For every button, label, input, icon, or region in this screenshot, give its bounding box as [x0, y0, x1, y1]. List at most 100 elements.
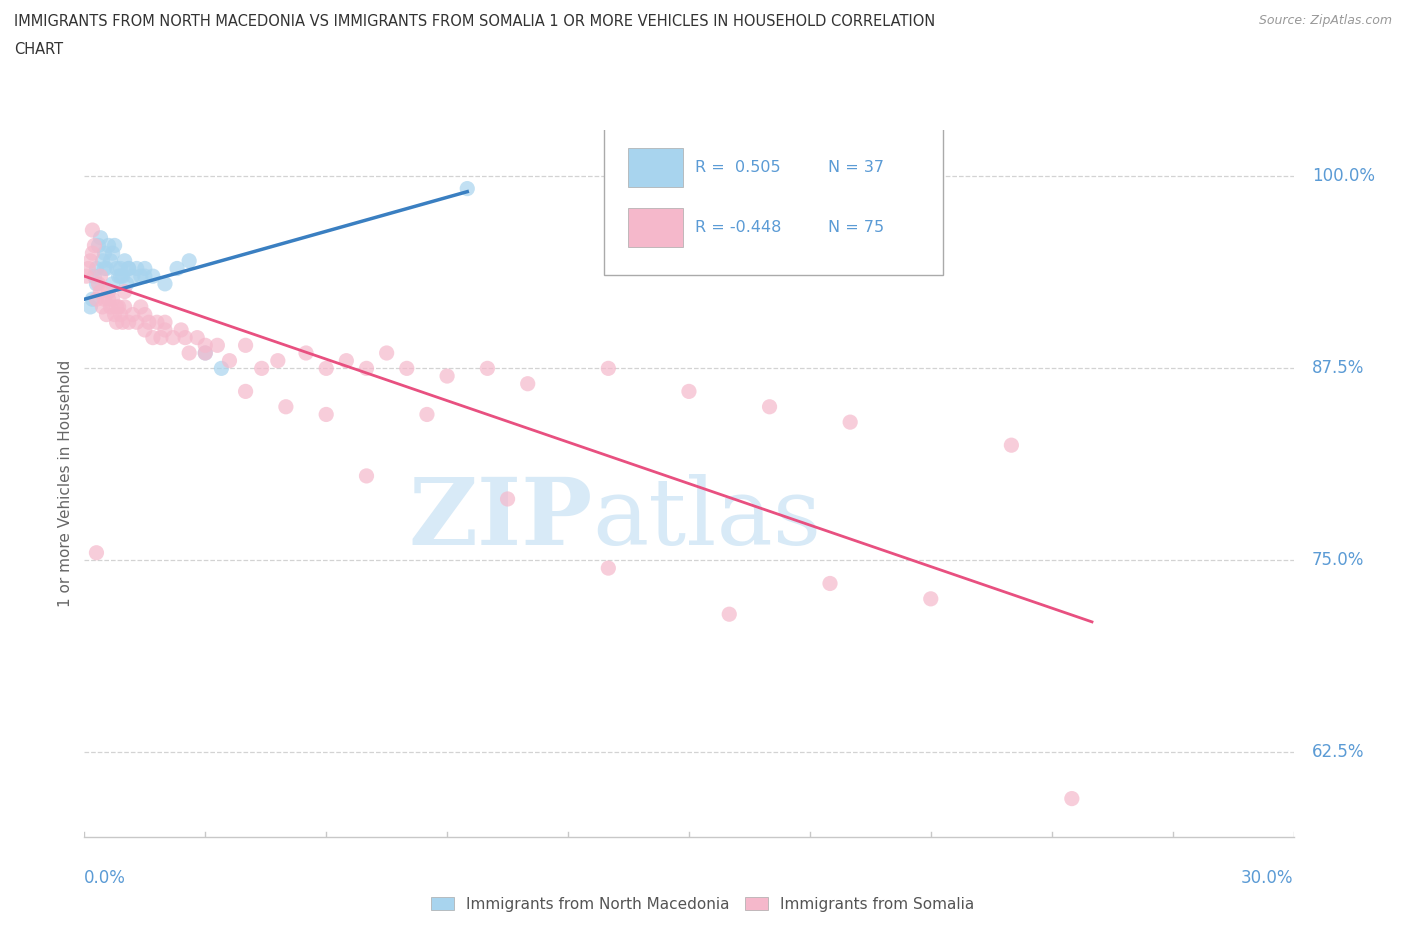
Point — [315, 361, 337, 376]
Point — [186, 330, 208, 345]
Point — [274, 399, 297, 414]
Point — [477, 361, 499, 376]
Point — [82, 222, 104, 237]
FancyBboxPatch shape — [628, 208, 683, 246]
Point — [250, 361, 273, 376]
Point — [170, 323, 193, 338]
Point — [179, 253, 201, 268]
Point — [96, 261, 118, 276]
Point — [153, 315, 176, 330]
Point — [194, 346, 217, 361]
Point — [91, 253, 114, 268]
Point — [598, 361, 620, 376]
Y-axis label: 1 or more Vehicles in Household: 1 or more Vehicles in Household — [58, 360, 73, 607]
Point — [89, 269, 111, 284]
Point — [101, 292, 124, 307]
Point — [111, 315, 134, 330]
Text: R =  0.505: R = 0.505 — [695, 160, 780, 175]
Point — [82, 292, 104, 307]
Point — [105, 261, 128, 276]
Point — [75, 269, 97, 284]
Point — [100, 253, 122, 268]
Point — [179, 346, 201, 361]
Text: IMMIGRANTS FROM NORTH MACEDONIA VS IMMIGRANTS FROM SOMALIA 1 OR MORE VEHICLES IN: IMMIGRANTS FROM NORTH MACEDONIA VS IMMIG… — [14, 14, 935, 29]
Point — [111, 269, 134, 284]
Point — [118, 261, 141, 276]
Point — [105, 315, 128, 330]
Point — [83, 238, 105, 253]
Point — [356, 469, 378, 484]
Point — [153, 323, 176, 338]
Point — [87, 276, 110, 291]
Point — [129, 299, 152, 314]
Point — [110, 261, 132, 276]
Point — [598, 561, 620, 576]
Point — [142, 269, 165, 284]
Point — [114, 253, 136, 268]
Point — [129, 269, 152, 284]
Point — [818, 576, 841, 591]
Point — [496, 492, 519, 507]
Text: atlas: atlas — [592, 474, 821, 564]
Point — [79, 253, 101, 268]
Point — [93, 246, 115, 260]
Point — [718, 606, 741, 621]
Point — [134, 307, 156, 322]
FancyBboxPatch shape — [605, 123, 943, 275]
Point — [920, 591, 942, 606]
Point — [110, 269, 132, 284]
Point — [82, 246, 104, 260]
Point — [153, 276, 176, 291]
Text: 0.0%: 0.0% — [84, 869, 127, 887]
Point — [97, 238, 120, 253]
Point — [678, 384, 700, 399]
Text: Source: ZipAtlas.com: Source: ZipAtlas.com — [1258, 14, 1392, 27]
Point — [114, 299, 136, 314]
Point — [89, 231, 111, 246]
Point — [121, 269, 143, 284]
Point — [86, 261, 108, 276]
Text: R = -0.448: R = -0.448 — [695, 219, 782, 234]
Point — [134, 261, 156, 276]
Point — [89, 284, 111, 299]
Point — [194, 346, 217, 361]
Text: CHART: CHART — [14, 42, 63, 57]
Point — [86, 292, 108, 307]
Point — [1000, 438, 1022, 453]
Point — [86, 545, 108, 560]
Point — [375, 346, 398, 361]
Point — [77, 261, 100, 276]
Point — [235, 384, 257, 399]
Point — [315, 407, 337, 422]
Point — [516, 377, 538, 392]
Point — [335, 353, 357, 368]
Point — [101, 246, 124, 260]
Point — [295, 346, 318, 361]
Point — [115, 276, 138, 291]
Point — [118, 261, 141, 276]
Text: ZIP: ZIP — [408, 474, 592, 564]
Point — [162, 330, 184, 345]
Point — [209, 361, 232, 376]
Point — [436, 368, 458, 383]
Point — [96, 307, 118, 322]
Point — [758, 399, 780, 414]
Point — [456, 181, 478, 196]
Text: N = 37: N = 37 — [828, 160, 884, 175]
Point — [218, 353, 240, 368]
Text: 87.5%: 87.5% — [1312, 359, 1364, 378]
Point — [86, 276, 108, 291]
Point — [97, 284, 120, 299]
Point — [97, 292, 120, 307]
Point — [166, 261, 188, 276]
Point — [235, 338, 257, 352]
Point — [93, 292, 115, 307]
Point — [121, 307, 143, 322]
Point — [267, 353, 290, 368]
Point — [134, 269, 156, 284]
Point — [104, 307, 127, 322]
Point — [125, 315, 148, 330]
Point — [100, 299, 122, 314]
Point — [79, 299, 101, 314]
Text: 30.0%: 30.0% — [1241, 869, 1294, 887]
